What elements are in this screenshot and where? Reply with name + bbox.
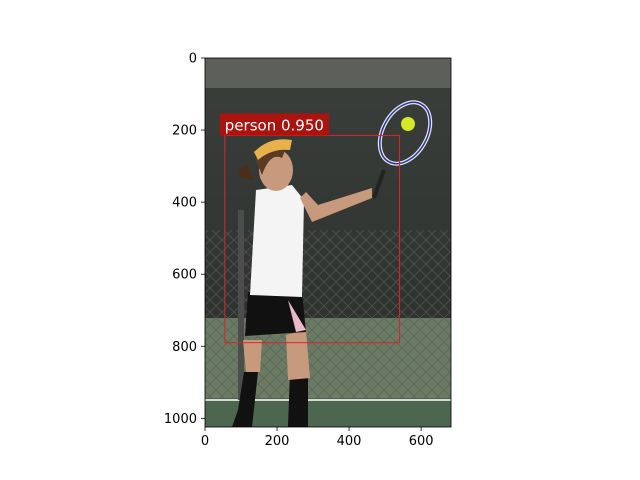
- racket-figure: [372, 100, 433, 199]
- y-tick-label: 400: [172, 196, 197, 211]
- detection-label: person 0.950: [225, 116, 324, 134]
- y-tick-label: 800: [172, 340, 197, 355]
- tennis-photo: [205, 58, 451, 427]
- y-tick-label: 600: [172, 268, 197, 283]
- y-axis: 0 200 400 600 800 1000: [164, 52, 205, 427]
- detection-label-bg: [219, 113, 329, 136]
- x-axis: 0 200 400 600: [201, 427, 434, 449]
- plot-frame: [204, 57, 452, 428]
- x-tick-label: 0: [201, 434, 209, 449]
- y-tick-label: 1000: [164, 412, 197, 427]
- player-figure: [232, 139, 372, 427]
- y-tick-label: 0: [189, 52, 197, 67]
- x-tick-label: 600: [409, 434, 434, 449]
- y-tick-label: 200: [172, 124, 197, 139]
- detections-layer: person 0.950: [219, 113, 400, 344]
- x-tick-label: 200: [265, 434, 290, 449]
- x-tick-label: 400: [337, 434, 362, 449]
